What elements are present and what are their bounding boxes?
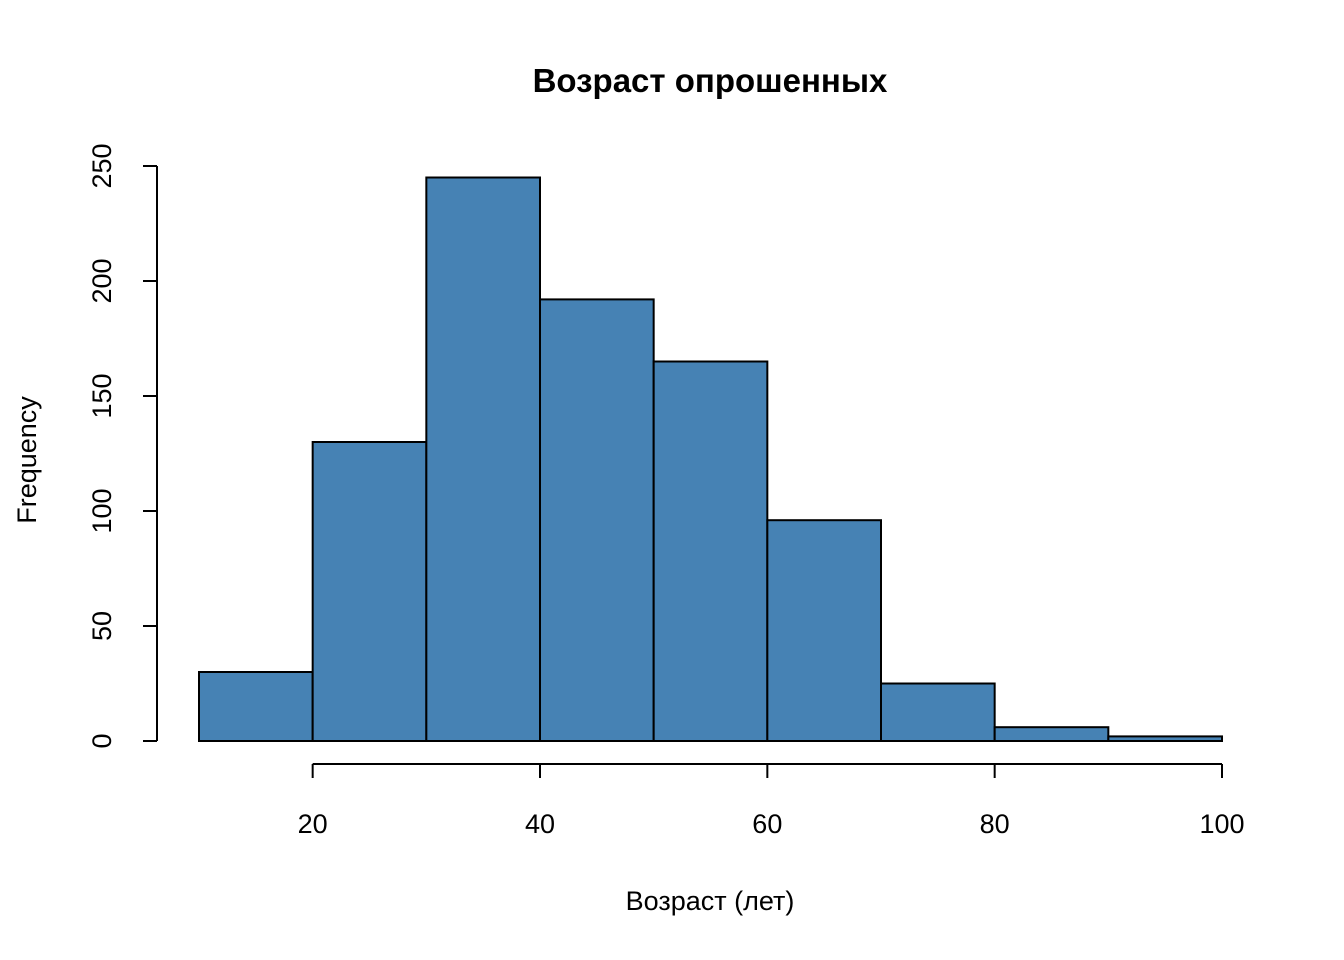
x-tick-label-4: 100 (1199, 809, 1244, 839)
x-tick-label-3: 80 (980, 809, 1010, 839)
histogram-bar-2 (425, 176, 542, 742)
histogram-bar-7 (993, 726, 1110, 743)
y-tick-label-1: 50 (87, 611, 117, 641)
x-axis: 20 40 60 80 100 (298, 763, 1245, 839)
histogram-bar-8 (1107, 735, 1224, 743)
y-tick-label-4: 200 (87, 258, 117, 303)
histogram-bar-4 (652, 360, 769, 742)
histogram-bar-0 (198, 671, 314, 742)
histogram-bar-3 (539, 298, 655, 742)
histogram-bar-1 (311, 441, 428, 742)
x-tick-label-2: 60 (752, 809, 782, 839)
chart-title: Возраст опрошенных (533, 62, 888, 99)
x-tick-label-1: 40 (525, 809, 555, 839)
bars-group (198, 176, 1224, 743)
y-tick-label-2: 100 (87, 488, 117, 533)
y-tick-label-0: 0 (87, 733, 117, 748)
histogram-bar-6 (880, 682, 996, 742)
y-tick-label-3: 150 (87, 373, 117, 418)
y-axis-label: Frequency (12, 396, 42, 524)
x-axis-label: Возраст (лет) (626, 886, 795, 916)
x-tick-label-0: 20 (298, 809, 328, 839)
y-axis: 0 50 100 150 200 250 (87, 143, 158, 749)
y-tick-label-5: 250 (87, 143, 117, 188)
histogram-bar-5 (766, 519, 882, 743)
